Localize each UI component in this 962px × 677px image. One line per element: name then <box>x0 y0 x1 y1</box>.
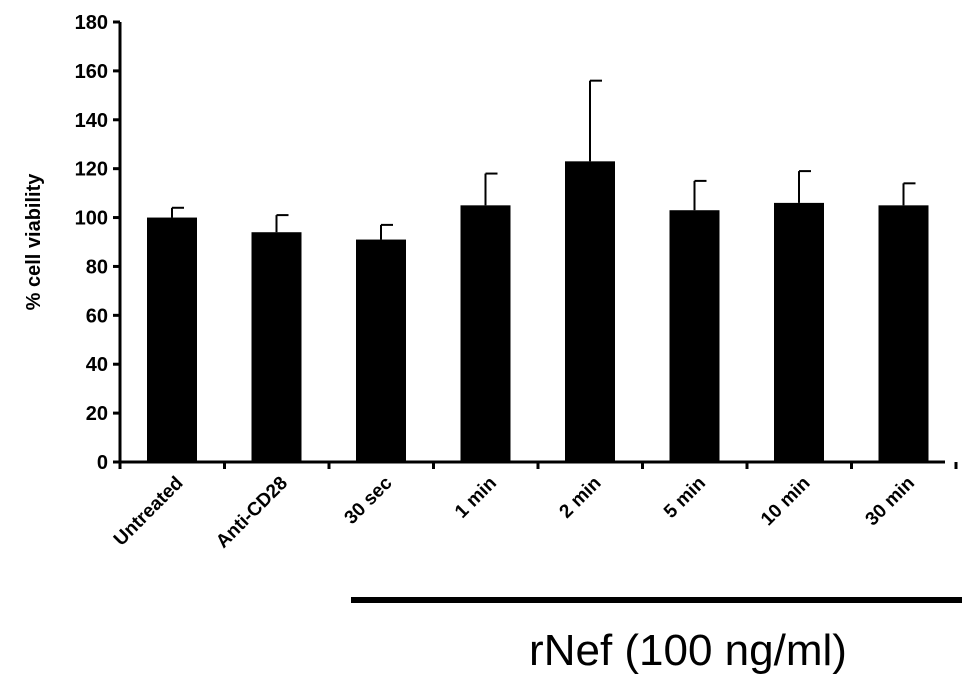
y-axis-label: % cell viability <box>23 173 45 311</box>
y-tick-label: 180 <box>75 12 108 34</box>
y-tick-label: 140 <box>75 110 108 132</box>
category-label: 2 min <box>556 473 606 523</box>
error-bars <box>171 79 916 240</box>
bar <box>356 239 406 462</box>
bar <box>774 202 824 462</box>
y-tick-label: 120 <box>75 159 108 181</box>
bar <box>878 205 929 463</box>
bar <box>669 210 720 462</box>
category-label: Untreated <box>110 473 188 551</box>
category-label: 30 sec <box>341 472 397 528</box>
y-tick-label: 160 <box>75 61 108 83</box>
category-label: 30 min <box>862 473 919 530</box>
bar <box>147 217 197 462</box>
category-label: 10 min <box>757 473 814 530</box>
bars <box>147 161 929 463</box>
category-label: 5 min <box>660 473 710 523</box>
y-tick-label: 60 <box>86 305 108 327</box>
y-tick-label: 20 <box>86 403 108 425</box>
category-labels: Untreated Anti-CD28 30 sec 1 min 2 min 5 min 1… <box>110 472 919 552</box>
y-tick-label: 80 <box>86 256 108 278</box>
bar <box>565 161 615 463</box>
category-label: 1 min <box>451 473 501 523</box>
x-axis <box>118 460 958 469</box>
y-axis: 0 20 40 60 80 100 120 140 160 180 <box>75 12 122 474</box>
y-tick-label: 40 <box>86 354 108 376</box>
y-tick-label: 100 <box>75 208 108 230</box>
bar <box>251 232 302 462</box>
category-label: Anti-CD28 <box>212 473 292 553</box>
group-bracket-label: rNef (100 ng/ml) <box>529 626 847 675</box>
y-tick-label: 0 <box>97 452 108 474</box>
bar <box>460 205 511 463</box>
